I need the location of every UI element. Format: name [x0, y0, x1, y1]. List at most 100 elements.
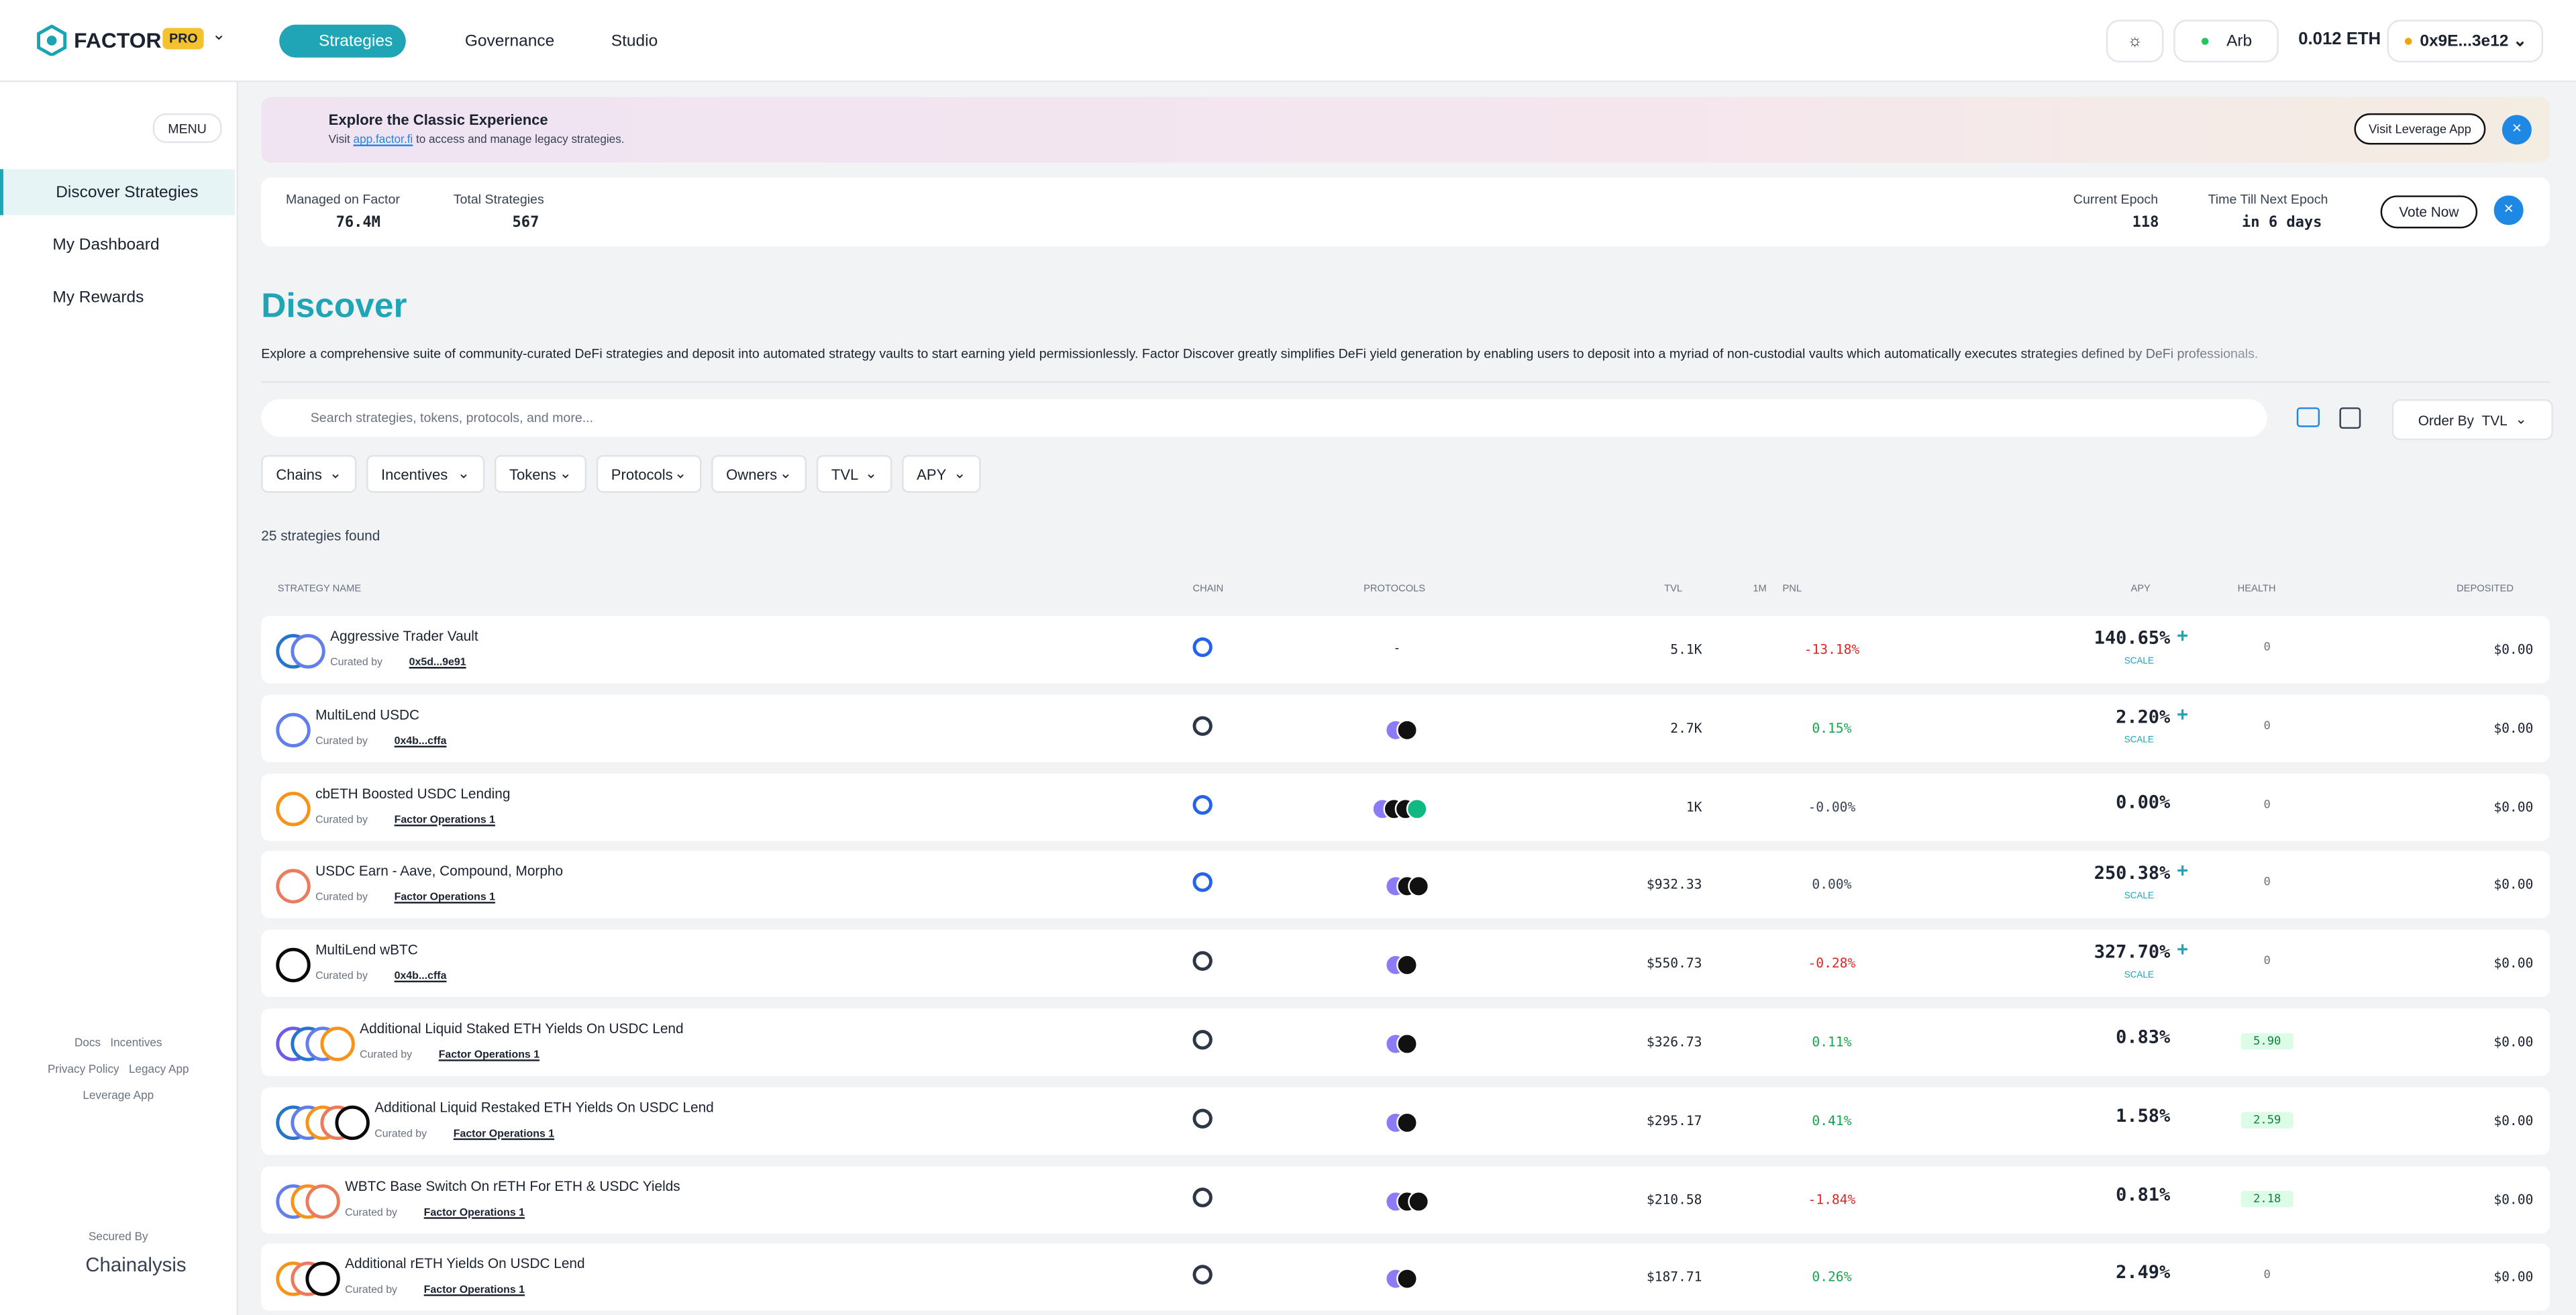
- divider: [261, 381, 2550, 383]
- wallet-address: 0x9E...3e12: [2420, 32, 2509, 50]
- value: TVL: [2481, 411, 2508, 428]
- strategy-row[interactable]: WBTC Base Switch On rETH For ETH & USDC …: [261, 1165, 2550, 1233]
- chain-icon: [1192, 1108, 1213, 1128]
- side-discover[interactable]: Discover Strategies: [0, 169, 236, 215]
- link[interactable]: Legacy App: [128, 1064, 189, 1076]
- column-header: PROTOCOLS: [1363, 584, 1426, 595]
- strategy-row[interactable]: cbETH Boosted USDC Lending Curated by Fact…: [261, 773, 2550, 841]
- list-view[interactable]: [2296, 407, 2320, 427]
- strategy-name[interactable]: MultiLend USDC: [315, 706, 420, 723]
- result-count: 25 strategies found: [261, 527, 380, 544]
- curated-label: Curated by: [315, 971, 368, 983]
- strategy-row[interactable]: Additional Liquid Restaked ETH Yields On…: [261, 1087, 2550, 1155]
- chevron: ⌄: [329, 464, 342, 482]
- chain-icon: [1192, 715, 1213, 736]
- banner-link[interactable]: app.factor.fi: [353, 134, 413, 146]
- strategy-row[interactable]: MultiLend USDC Curated by 0x4b...cffa 2.7K 0…: [261, 694, 2550, 762]
- network[interactable]: ● Arb: [2173, 19, 2279, 63]
- filter[interactable]: Incentives ⌄: [366, 455, 485, 493]
- chain-icon: [1192, 1187, 1213, 1207]
- link[interactable]: Docs: [74, 1038, 101, 1050]
- curator[interactable]: Factor Operations 1: [423, 1285, 525, 1297]
- tvl: $326.73: [1646, 1035, 1702, 1050]
- strategy-row[interactable]: MultiLend wBTC Curated by 0x4b...cffa $550.…: [261, 930, 2550, 998]
- strategy-name[interactable]: WBTC Base Switch On rETH For ETH & USDC …: [345, 1177, 680, 1194]
- side-footer: Docs Incentives Privacy Policy Legacy Ap…: [0, 1032, 237, 1111]
- curator[interactable]: Factor Operations 1: [394, 814, 495, 826]
- apy: 2.49%: [2116, 1262, 2171, 1284]
- filter[interactable]: Owners ⌄: [711, 455, 807, 493]
- apy: 250.38%: [2094, 863, 2171, 885]
- leverage-button[interactable]: Visit Leverage App: [2354, 113, 2486, 145]
- curator[interactable]: Factor Operations 1: [423, 1206, 525, 1218]
- strategy-row[interactable]: Additional rETH Yields On USDC Lend Curat…: [261, 1244, 2550, 1312]
- strategy-name[interactable]: Additional rETH Yields On USDC Lend: [345, 1255, 585, 1272]
- filter-label: Chains: [276, 466, 322, 482]
- network-name: Arb: [2226, 32, 2253, 50]
- link[interactable]: Privacy Policy: [47, 1064, 119, 1076]
- link[interactable]: Incentives: [110, 1038, 162, 1050]
- protocols: -: [1394, 640, 1400, 655]
- health: 2.18: [2240, 1190, 2294, 1207]
- nav-studio[interactable]: Studio: [611, 32, 658, 50]
- boost-plus: +: [2177, 624, 2189, 647]
- brand-menu[interactable]: ⌄: [211, 26, 226, 45]
- token-icon: [305, 1262, 340, 1297]
- wallet[interactable]: ● 0x9E...3e12 ⌄: [2387, 19, 2544, 63]
- order-by[interactable]: Order By TVL ⌄: [2391, 399, 2553, 441]
- stat-value: in 6 days: [2242, 215, 2322, 232]
- balance: 0.012 ETH: [2298, 30, 2381, 50]
- pnl: -13.18%: [1804, 642, 1860, 658]
- curator[interactable]: 0x4b...cffa: [394, 735, 447, 747]
- pnl: -0.00%: [1808, 799, 1856, 814]
- menu-button[interactable]: MENU: [152, 113, 222, 144]
- curator[interactable]: 0x4b...cffa: [394, 971, 447, 983]
- close-banner[interactable]: ×: [2502, 115, 2532, 145]
- strategy-name[interactable]: cbETH Boosted USDC Lending: [315, 784, 511, 801]
- filter[interactable]: Chains ⌄: [261, 455, 357, 493]
- curator[interactable]: 0x5d...9e91: [409, 657, 466, 669]
- filter[interactable]: TVL ⌄: [816, 455, 892, 493]
- banner-title: Explore the Classic Experience: [328, 111, 548, 128]
- side-rewards[interactable]: My Rewards: [52, 288, 144, 307]
- pnl: 0.26%: [1812, 1270, 1852, 1285]
- strategy-name[interactable]: USDC Earn - Aave, Compound, Morpho: [315, 863, 564, 880]
- page-title: Discover: [261, 287, 407, 325]
- side-dashboard[interactable]: My Dashboard: [52, 235, 160, 254]
- nav-strategies[interactable]: Strategies: [279, 24, 406, 58]
- vote-button[interactable]: Vote Now: [2380, 195, 2478, 229]
- curated-label: Curated by: [330, 657, 382, 669]
- strategy-name[interactable]: Additional Liquid Staked ETH Yields On U…: [360, 1020, 684, 1037]
- protocol-icon: [1396, 1033, 1418, 1055]
- chevron: ⌄: [954, 464, 966, 482]
- stat-label: Current Epoch: [2073, 192, 2159, 207]
- curated-label: Curated by: [315, 735, 368, 747]
- filter[interactable]: Protocols ⌄: [596, 455, 702, 493]
- pnl: 0.15%: [1812, 721, 1852, 736]
- stat-value: 567: [512, 215, 539, 232]
- theme-toggle[interactable]: ☼: [2106, 19, 2164, 63]
- filter[interactable]: Tokens ⌄: [494, 455, 587, 493]
- boost-label: SCALE: [2124, 892, 2154, 903]
- close-stats[interactable]: ×: [2493, 195, 2524, 225]
- curator[interactable]: Factor Operations 1: [453, 1128, 555, 1140]
- nav-governance[interactable]: Governance: [464, 32, 555, 50]
- strategy-name[interactable]: Additional Liquid Restaked ETH Yields On…: [374, 1098, 714, 1115]
- grid-view[interactable]: [2339, 407, 2361, 429]
- health: 2.59: [2240, 1112, 2294, 1128]
- filter[interactable]: APY ⌄: [902, 455, 981, 493]
- strategy-name[interactable]: Aggressive Trader Vault: [330, 627, 478, 644]
- chevron: ⌄: [779, 464, 792, 482]
- curator[interactable]: Factor Operations 1: [394, 892, 495, 904]
- token-icon: [276, 713, 311, 747]
- boost-label: SCALE: [2124, 657, 2154, 668]
- stats-bar: Managed on Factor 76.4M Total Strategies 56…: [261, 177, 2550, 247]
- strategy-row[interactable]: USDC Earn - Aave, Compound, Morpho Curate…: [261, 851, 2550, 919]
- search[interactable]: Search strategies, tokens, protocols, an…: [261, 399, 2267, 437]
- strategy-row[interactable]: Aggressive Trader Vault Curated by 0x5d...…: [261, 616, 2550, 684]
- curator[interactable]: Factor Operations 1: [438, 1049, 540, 1061]
- strategy-row[interactable]: Additional Liquid Staked ETH Yields On U…: [261, 1008, 2550, 1076]
- link[interactable]: Leverage App: [83, 1090, 154, 1102]
- strategy-name[interactable]: MultiLend wBTC: [315, 941, 418, 958]
- health: 0: [2263, 954, 2271, 968]
